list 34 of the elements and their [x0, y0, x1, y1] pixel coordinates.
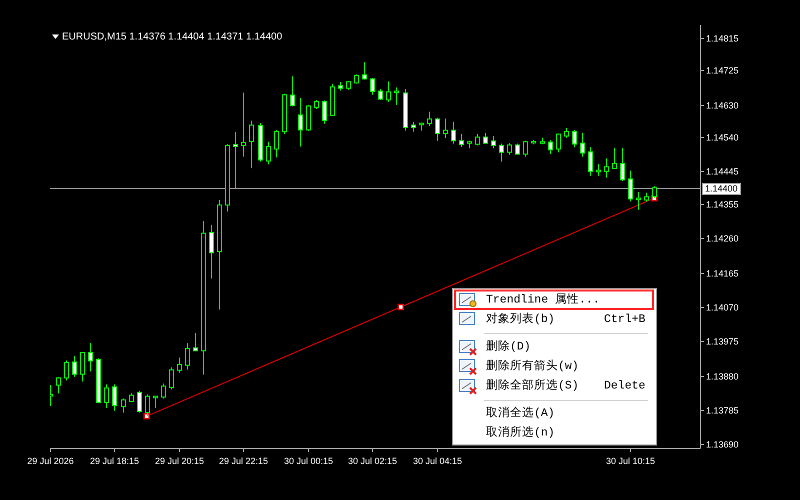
- x-tick-label: 30 Jul 00:15: [284, 456, 334, 466]
- x-tick-label: 29 Jul 18:15: [90, 456, 140, 466]
- y-tick-label: 1.14445: [706, 166, 739, 176]
- y-tick-label: 1.14815: [706, 34, 739, 44]
- annotation: 取消所选(n): [486, 425, 555, 440]
- point: [143, 412, 150, 420]
- x-tick-label: 30 Jul 04:15: [412, 456, 462, 466]
- y-tick-label: 1.14260: [706, 234, 739, 244]
- y-tick-label: 1.14725: [706, 66, 739, 76]
- y-tick-label: 1.14165: [706, 268, 739, 278]
- x-tick-label: 29 Jul 22:15: [218, 456, 268, 466]
- point: [398, 304, 404, 310]
- y-tick-label: 1.13690: [706, 440, 739, 450]
- annotation: 取消全选(A): [486, 406, 555, 420]
- y-tick-label: 1.13975: [706, 336, 739, 346]
- x-tick-label: 30 Jul 02:15: [348, 456, 398, 466]
- y-tick-label: 1.13880: [706, 372, 739, 382]
- y-tick-label: 1.13785: [706, 406, 739, 416]
- y-tick-label: 1.14630: [706, 100, 739, 110]
- x-tick-label: 30 Jul 10:15: [606, 456, 656, 466]
- ref-line-label: 1.14400: [705, 184, 738, 194]
- annotation: Ctrl+B: [604, 312, 646, 326]
- x-tick-label: 29 Jul 2026: [27, 456, 74, 466]
- text: EURUSD,M15 1.14376 1.14404 1.14371 1.14400: [62, 32, 283, 42]
- y-tick-label: 1.14070: [706, 302, 739, 312]
- annotation: Trendline 属性...: [486, 292, 600, 306]
- annotation: 删除(D): [486, 339, 531, 354]
- annotation: 删除全部所选(S): [486, 377, 579, 392]
- annotation: 对象列表(b): [486, 312, 555, 326]
- y-tick-label: 1.14540: [706, 132, 739, 142]
- y-tick-label: 1.14355: [706, 200, 739, 210]
- annotation: Delete: [604, 379, 646, 392]
- annotation: 删除所有箭头(w): [486, 358, 579, 373]
- x-tick-label: 29 Jul 20:15: [154, 456, 204, 466]
